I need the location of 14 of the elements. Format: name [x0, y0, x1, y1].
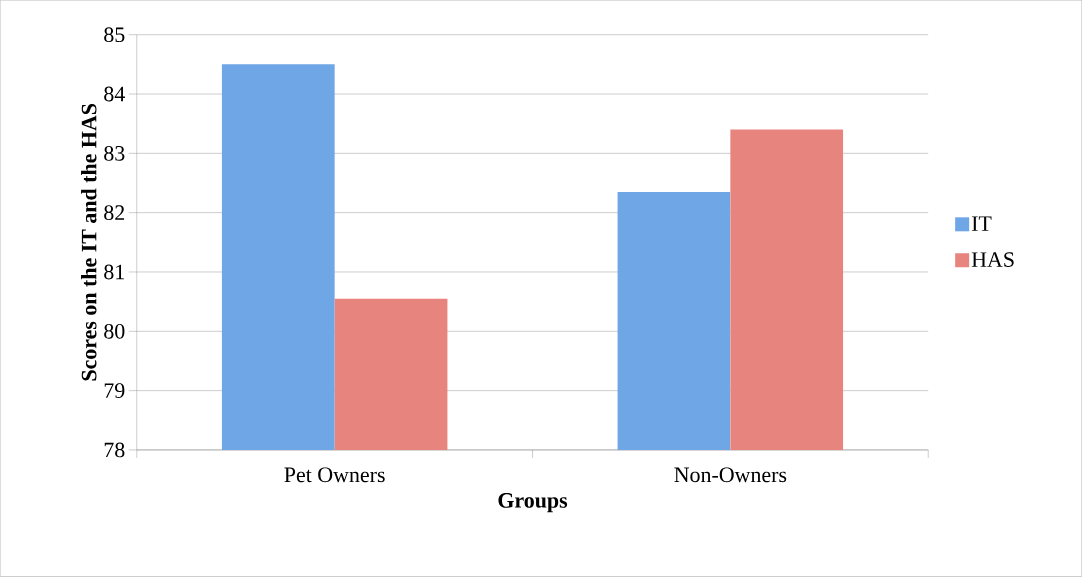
- y-tick-label: 79: [104, 383, 125, 399]
- y-tick-label: 83: [104, 146, 125, 161]
- legend-label: HAS: [971, 252, 1014, 268]
- y-tick-label: 85: [104, 27, 125, 43]
- y-tick-label: 82: [104, 205, 125, 221]
- x-tick-label: Pet Owners: [284, 467, 385, 483]
- y-axis-title: Scores on the IT and the HAS: [81, 104, 97, 381]
- legend-label: IT: [971, 216, 992, 231]
- y-tick-label: 84: [104, 86, 125, 102]
- y-tick-label: 81: [104, 264, 124, 280]
- x-axis-title: Groups: [498, 493, 568, 513]
- y-tick-label: 78: [104, 442, 125, 458]
- y-tick-label: 80: [104, 324, 125, 339]
- x-tick-label: Non-Owners: [674, 467, 787, 483]
